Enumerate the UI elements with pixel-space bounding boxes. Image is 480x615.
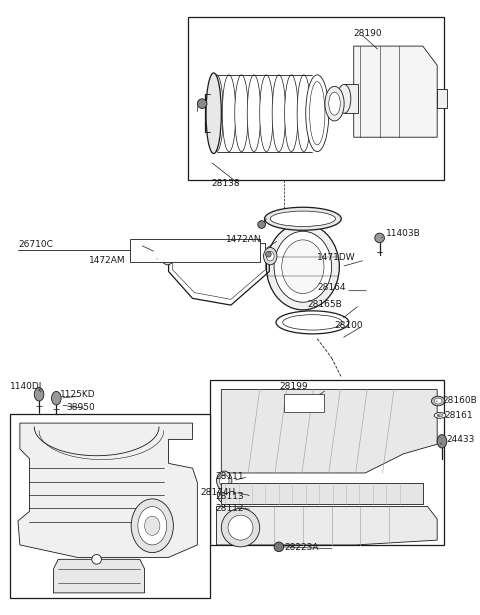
- Ellipse shape: [310, 82, 325, 145]
- Text: 28111: 28111: [216, 472, 244, 482]
- Text: 28112: 28112: [216, 504, 244, 513]
- Text: 1472AN: 1472AN: [226, 236, 262, 244]
- Ellipse shape: [163, 252, 168, 257]
- Polygon shape: [354, 46, 437, 137]
- Ellipse shape: [161, 248, 174, 265]
- Text: 28174H: 28174H: [200, 488, 236, 497]
- Text: 28199: 28199: [279, 382, 308, 391]
- Ellipse shape: [221, 509, 260, 547]
- Text: 1472AM: 1472AM: [89, 255, 126, 264]
- Ellipse shape: [216, 471, 232, 490]
- Ellipse shape: [260, 75, 273, 152]
- Text: 28223A: 28223A: [285, 543, 319, 552]
- Ellipse shape: [274, 231, 332, 302]
- Polygon shape: [216, 507, 437, 545]
- Ellipse shape: [34, 387, 44, 401]
- Ellipse shape: [337, 84, 351, 113]
- Ellipse shape: [219, 475, 229, 486]
- Ellipse shape: [434, 398, 442, 404]
- Bar: [188, 17, 444, 180]
- Ellipse shape: [325, 86, 344, 121]
- Text: 1140DJ: 1140DJ: [10, 382, 43, 391]
- Text: 11403B: 11403B: [386, 229, 421, 237]
- Text: 38950: 38950: [66, 403, 95, 412]
- Ellipse shape: [210, 75, 223, 152]
- Ellipse shape: [258, 221, 265, 228]
- Text: 28160B: 28160B: [442, 395, 477, 405]
- Ellipse shape: [265, 252, 271, 257]
- Ellipse shape: [274, 542, 284, 552]
- Ellipse shape: [247, 75, 261, 152]
- Ellipse shape: [437, 435, 447, 448]
- Ellipse shape: [138, 507, 167, 545]
- Ellipse shape: [266, 252, 274, 261]
- Ellipse shape: [282, 240, 324, 293]
- Bar: [221, 483, 423, 504]
- Text: 28164: 28164: [317, 284, 346, 292]
- Ellipse shape: [437, 414, 443, 417]
- Ellipse shape: [276, 311, 349, 334]
- Bar: [284, 394, 324, 411]
- Ellipse shape: [434, 413, 446, 418]
- Text: 24433: 24433: [447, 435, 475, 444]
- Bar: [210, 380, 444, 545]
- Bar: [130, 239, 260, 262]
- Text: 1471DW: 1471DW: [317, 253, 356, 261]
- Polygon shape: [53, 559, 144, 593]
- Ellipse shape: [375, 233, 384, 243]
- Ellipse shape: [329, 92, 340, 115]
- Ellipse shape: [306, 75, 329, 152]
- Ellipse shape: [222, 75, 236, 152]
- Polygon shape: [221, 389, 437, 473]
- Ellipse shape: [297, 75, 311, 152]
- Ellipse shape: [432, 396, 445, 406]
- Bar: [344, 84, 358, 113]
- Ellipse shape: [270, 211, 336, 226]
- Ellipse shape: [131, 499, 173, 553]
- Text: 28113: 28113: [216, 491, 244, 501]
- Text: 28165B: 28165B: [308, 300, 342, 309]
- Ellipse shape: [164, 252, 171, 261]
- Ellipse shape: [92, 555, 101, 564]
- Bar: [437, 89, 447, 108]
- Text: 28190: 28190: [354, 29, 383, 38]
- Text: 28161: 28161: [444, 411, 472, 420]
- Ellipse shape: [206, 73, 221, 154]
- Ellipse shape: [51, 391, 61, 405]
- Ellipse shape: [235, 75, 248, 152]
- Ellipse shape: [217, 487, 231, 502]
- Bar: [10, 413, 210, 598]
- Ellipse shape: [264, 207, 341, 230]
- Ellipse shape: [228, 515, 253, 540]
- Ellipse shape: [285, 75, 298, 152]
- Ellipse shape: [283, 315, 342, 330]
- Text: 28100: 28100: [335, 321, 363, 330]
- Polygon shape: [18, 423, 197, 557]
- Ellipse shape: [266, 224, 339, 310]
- Ellipse shape: [197, 99, 207, 108]
- Text: 26710C: 26710C: [18, 240, 53, 249]
- Text: 28138: 28138: [212, 179, 240, 188]
- Ellipse shape: [272, 75, 286, 152]
- Text: 1125KD: 1125KD: [60, 390, 96, 399]
- Ellipse shape: [264, 248, 277, 265]
- Ellipse shape: [144, 516, 160, 535]
